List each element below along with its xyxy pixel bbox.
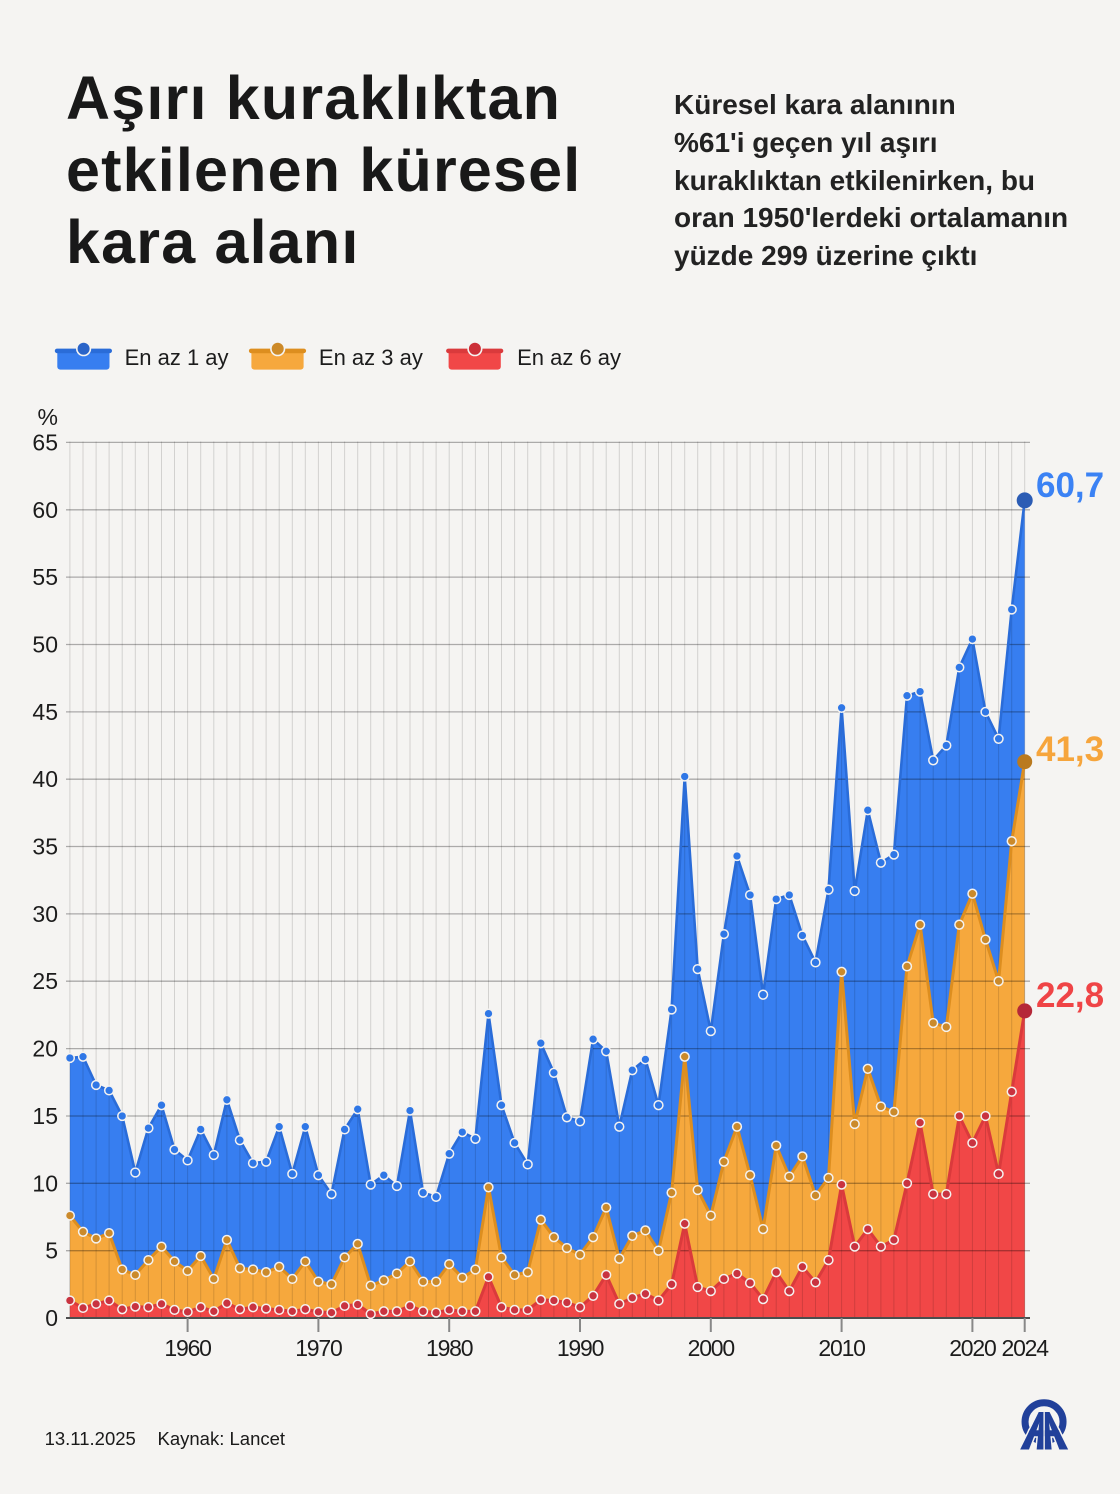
svg-text:22,8: 22,8 (1036, 976, 1104, 1015)
svg-text:5: 5 (45, 1238, 58, 1264)
svg-text:1970: 1970 (295, 1335, 342, 1361)
svg-text:2024: 2024 (1002, 1335, 1050, 1361)
svg-text:2010: 2010 (818, 1335, 865, 1361)
svg-text:2000: 2000 (688, 1335, 735, 1361)
svg-text:25: 25 (32, 968, 58, 994)
svg-text:60,7: 60,7 (1036, 466, 1104, 505)
svg-text:1990: 1990 (557, 1335, 604, 1361)
svg-text:En az 6 ay: En az 6 ay (517, 345, 621, 370)
svg-text:13.11.2025: 13.11.2025 (45, 1428, 136, 1449)
svg-text:30: 30 (32, 901, 58, 927)
svg-text:Kaynak: Lancet: Kaynak: Lancet (158, 1428, 286, 1449)
svg-text:50: 50 (32, 632, 58, 658)
svg-text:2020: 2020 (949, 1335, 996, 1361)
svg-text:%: % (38, 404, 58, 430)
svg-text:65: 65 (32, 429, 58, 455)
svg-text:40: 40 (32, 766, 58, 792)
svg-text:0: 0 (45, 1305, 58, 1331)
svg-text:35: 35 (32, 834, 58, 860)
svg-text:15: 15 (32, 1103, 58, 1129)
svg-text:1980: 1980 (426, 1335, 473, 1361)
svg-text:60: 60 (32, 497, 58, 523)
svg-text:1960: 1960 (164, 1335, 211, 1361)
svg-text:45: 45 (32, 699, 58, 725)
svg-text:En az 1 ay: En az 1 ay (125, 345, 229, 370)
svg-text:En az 3 ay: En az 3 ay (319, 345, 423, 370)
svg-text:55: 55 (32, 564, 58, 590)
svg-text:20: 20 (32, 1036, 58, 1062)
svg-text:41,3: 41,3 (1036, 730, 1104, 769)
svg-text:10: 10 (32, 1170, 58, 1196)
